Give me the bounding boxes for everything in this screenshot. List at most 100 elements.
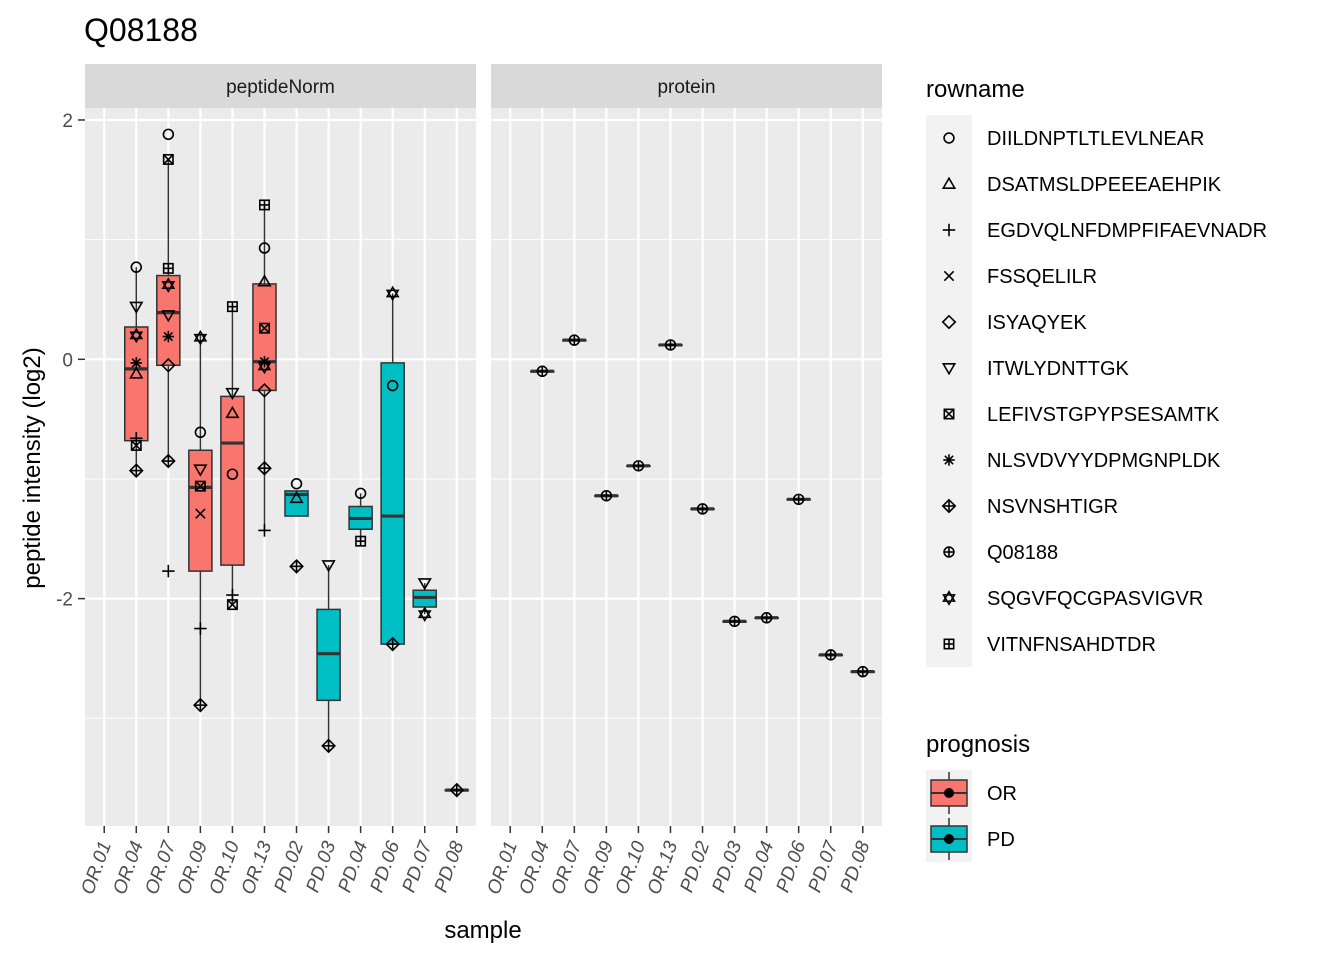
shape-stroke — [225, 405, 240, 419]
data-point — [824, 649, 837, 661]
shape-stroke — [226, 468, 239, 480]
legend-rowname-item: VITNFNSAHDTDR — [943, 634, 1156, 656]
legend-rowname-symbol — [942, 223, 956, 237]
data-point — [193, 697, 208, 713]
chart-title: Q08188 — [84, 12, 198, 48]
shape-stroke — [258, 322, 270, 334]
shape-stroke — [163, 154, 174, 165]
legend-rowname-symbol — [941, 176, 957, 189]
data-point — [258, 242, 271, 254]
data-point — [568, 334, 581, 346]
data-point — [321, 738, 336, 754]
data-point — [632, 460, 645, 472]
data-point — [193, 464, 208, 477]
legend-rowname-item: NLSVDVYYDPMGNPLDK — [943, 450, 1221, 472]
shape-stroke — [161, 277, 176, 290]
shape-stroke — [160, 357, 176, 373]
data-point — [289, 558, 304, 574]
legend-rowname-label: FSSQELILR — [987, 266, 1097, 288]
legend-prognosis-dot — [944, 788, 954, 798]
data-point — [129, 327, 144, 344]
shape-stroke — [163, 331, 174, 342]
shape-stroke — [162, 128, 175, 141]
data-point — [130, 439, 142, 451]
y-tick-label: -2 — [56, 590, 73, 611]
shape-stroke — [386, 379, 399, 392]
shape-stroke — [944, 455, 954, 465]
y-axis-title: peptide intensity (log2) — [19, 347, 46, 588]
data-point — [257, 274, 272, 287]
shape-stroke — [257, 383, 272, 398]
shape-stroke — [943, 132, 955, 144]
shape-stroke — [131, 358, 142, 368]
x-axis-title: sample — [444, 917, 521, 944]
shape-stroke — [289, 490, 304, 504]
legend-rowname-symbol — [943, 454, 955, 466]
shape-stroke — [227, 599, 238, 610]
data-point — [321, 560, 336, 573]
shape-stroke — [194, 480, 206, 492]
box-body — [188, 449, 213, 572]
shape-stroke — [321, 560, 336, 573]
data-point — [257, 358, 272, 375]
legend-rowname-item: DSATMSLDPEEEAEHPIK — [941, 174, 1222, 196]
box-PD.04 — [348, 493, 373, 542]
data-point — [130, 432, 143, 445]
data-point — [194, 480, 206, 492]
facet-strip-label: peptideNorm — [226, 77, 335, 98]
data-point — [386, 379, 399, 392]
shape-stroke — [417, 610, 432, 623]
shape-stroke — [257, 358, 272, 371]
panels-layer: 2 0 -2peptideNormOR.01OR.04OR.07OR.09OR.10… — [56, 64, 882, 897]
data-point — [385, 285, 400, 302]
shape-stroke — [194, 426, 207, 439]
legend-rowname-symbol — [943, 132, 955, 144]
data-point — [417, 578, 432, 591]
legend-rowname-key-bg — [926, 115, 972, 667]
legend-rowname-item: NSVNSHTIGR — [941, 496, 1118, 518]
panel-protein: proteinOR.01OR.04OR.07OR.09OR.10OR.13PD.… — [483, 64, 882, 897]
shape-stroke — [162, 153, 174, 165]
shape-stroke — [417, 606, 432, 619]
legend-rowname-title: rowname — [926, 76, 1025, 103]
data-point — [162, 330, 175, 343]
legend-rowname-label: ISYAQYEK — [987, 312, 1087, 334]
facet-strip — [491, 64, 882, 108]
legend-rowname-symbol — [943, 638, 955, 650]
y-tick-label: 0 — [62, 350, 73, 371]
data-point — [130, 261, 143, 273]
shape-stroke — [941, 314, 957, 330]
legend-rowname-item: ISYAQYEK — [941, 312, 1087, 334]
data-point — [857, 665, 869, 678]
box-PD.03 — [316, 565, 341, 746]
legend-rowname-item: Q08188 — [943, 542, 1058, 564]
legend-rowname-label: EGDVQLNFDMPFIFAEVNADR — [987, 220, 1267, 242]
shape-stroke — [129, 366, 144, 379]
legend-rowname-symbol — [941, 363, 957, 376]
data-point — [160, 357, 176, 373]
data-point — [225, 387, 240, 401]
shape-stroke — [129, 331, 144, 344]
data-point — [258, 199, 270, 211]
data-point — [162, 128, 175, 141]
data-point — [600, 489, 613, 502]
legend-rowname-label: VITNFNSAHDTDR — [987, 634, 1156, 656]
shape-stroke — [195, 508, 206, 519]
legend-rowname-item: DIILDNPTLTLEVLNEAR — [943, 128, 1204, 150]
data-point — [128, 463, 144, 478]
data-point — [696, 503, 709, 515]
data-point — [195, 508, 206, 519]
legend-rowname-item: FSSQELILR — [943, 266, 1097, 288]
legend-rowname-symbol — [943, 546, 955, 558]
box-body — [252, 283, 277, 392]
data-point — [161, 310, 176, 323]
legend-prognosis-item: OR — [926, 770, 1017, 816]
shape-stroke — [943, 408, 955, 420]
shape-stroke — [130, 439, 142, 451]
shape-stroke — [385, 289, 400, 302]
panel-peptideNorm: peptideNormOR.01OR.04OR.07OR.09OR.10OR.1… — [77, 64, 476, 897]
shape-stroke — [129, 301, 144, 314]
data-point — [289, 490, 304, 504]
